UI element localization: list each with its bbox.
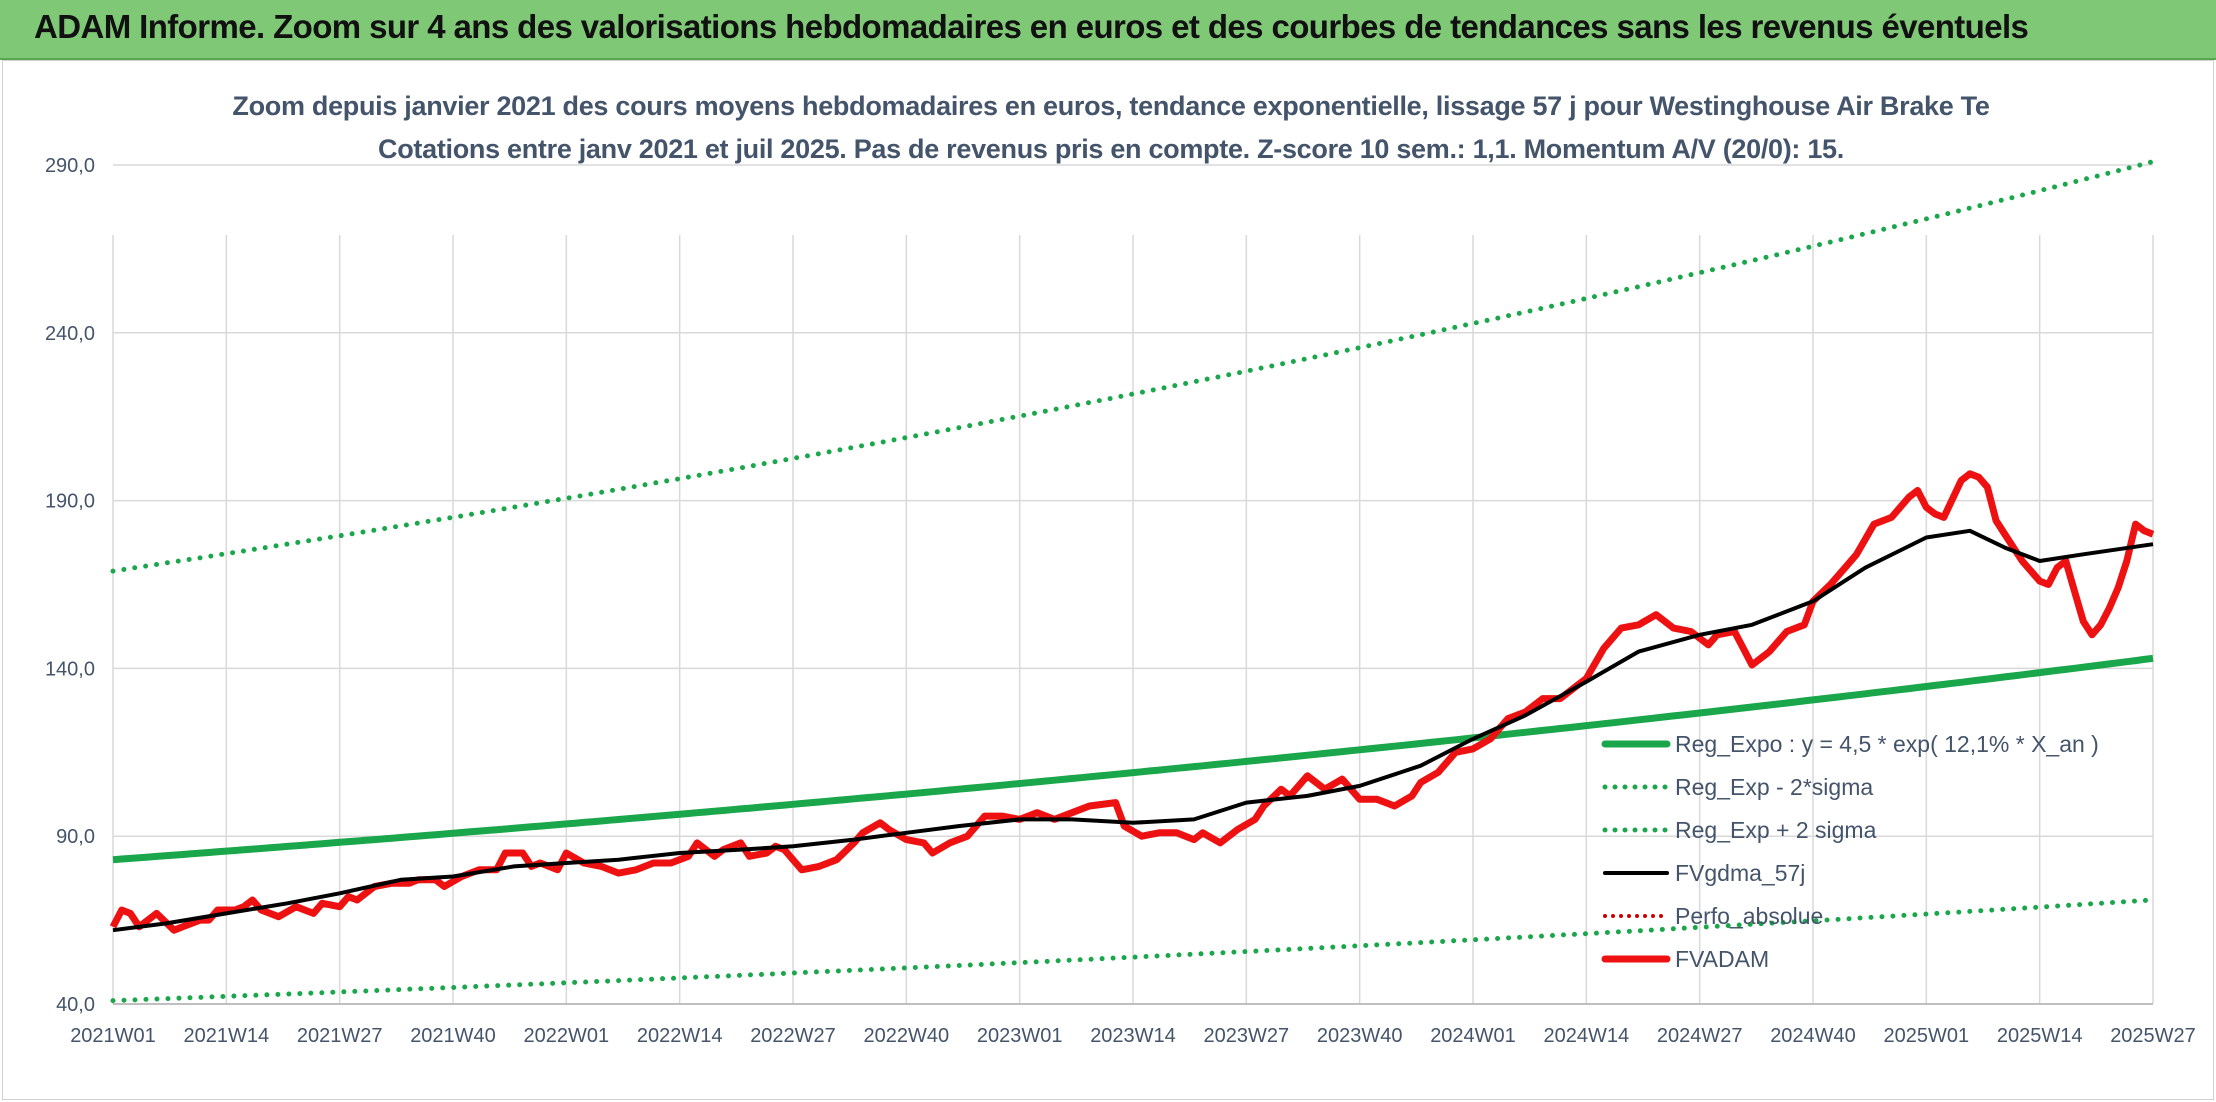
legend-label: Reg_Exp - 2*sigma xyxy=(1675,774,1873,800)
x-tick-label: 2024W40 xyxy=(1770,1025,1856,1047)
x-tick-label: 2023W40 xyxy=(1317,1025,1403,1047)
x-tick-label: 2021W27 xyxy=(297,1025,383,1047)
series-fvgdma-57j xyxy=(112,528,2154,933)
x-tick-label: 2022W40 xyxy=(864,1025,950,1047)
legend-label: FVADAM xyxy=(1675,946,1769,972)
y-tick-label: 90,0 xyxy=(56,826,95,848)
y-tick-label: 290,0 xyxy=(45,155,95,177)
x-tick-label: 2021W01 xyxy=(70,1025,156,1047)
legend-label: Perfo_absolue xyxy=(1675,903,1823,929)
banner-title: ADAM Informe. Zoom sur 4 ans des valoris… xyxy=(34,8,2029,45)
legend-label: FVgdma_57j xyxy=(1675,860,1805,886)
y-tick-label: 190,0 xyxy=(45,491,95,513)
x-tick-label: 2025W01 xyxy=(1884,1025,1970,1047)
x-tick-label: 2021W40 xyxy=(410,1025,496,1047)
series-reg-exp-plus-2sigma xyxy=(110,159,2156,574)
legend: Reg_Expo : y = 4,5 * exp( 12,1% * X_an )… xyxy=(1601,731,2099,972)
x-tick-label: 2025W27 xyxy=(2110,1025,2196,1047)
x-tick-label: 2023W14 xyxy=(1090,1025,1176,1047)
legend-label: Reg_Exp + 2 sigma xyxy=(1675,817,1877,843)
line-chart: 40,0 90,0 140,0 190,0 240,0 290,0 2021W01 2021W… xyxy=(45,155,2196,1047)
x-tick-label: 2024W01 xyxy=(1430,1025,1516,1047)
x-tick-label: 2021W14 xyxy=(184,1025,270,1047)
series-reg-exp-minus-2sigma xyxy=(110,897,2156,1004)
x-tick-label: 2024W27 xyxy=(1657,1025,1743,1047)
title-banner: ADAM Informe. Zoom sur 4 ans des valoris… xyxy=(0,0,2216,60)
y-tick-label: 240,0 xyxy=(45,323,95,345)
legend-label: Reg_Expo : y = 4,5 * exp( 12,1% * X_an ) xyxy=(1675,731,2099,757)
x-tick-label: 2025W14 xyxy=(1997,1025,2083,1047)
y-tick-label: 140,0 xyxy=(45,658,95,680)
series-reg-expo xyxy=(112,654,2154,864)
x-tick-label: 2022W14 xyxy=(637,1025,723,1047)
chart-subtitle: Cotations entre janv 2021 et juil 2025. … xyxy=(378,134,1844,164)
x-tick-label: 2023W27 xyxy=(1204,1025,1290,1047)
x-tick-label: 2022W01 xyxy=(524,1025,610,1047)
x-tick-label: 2022W27 xyxy=(750,1025,836,1047)
x-tick-label: 2024W14 xyxy=(1544,1025,1630,1047)
x-tick-label: 2023W01 xyxy=(977,1025,1063,1047)
y-tick-label: 40,0 xyxy=(56,994,95,1016)
chart-title: Zoom depuis janvier 2021 des cours moyen… xyxy=(232,91,1990,121)
chart-area: Zoom depuis janvier 2021 des cours moyen… xyxy=(2,60,2214,1100)
